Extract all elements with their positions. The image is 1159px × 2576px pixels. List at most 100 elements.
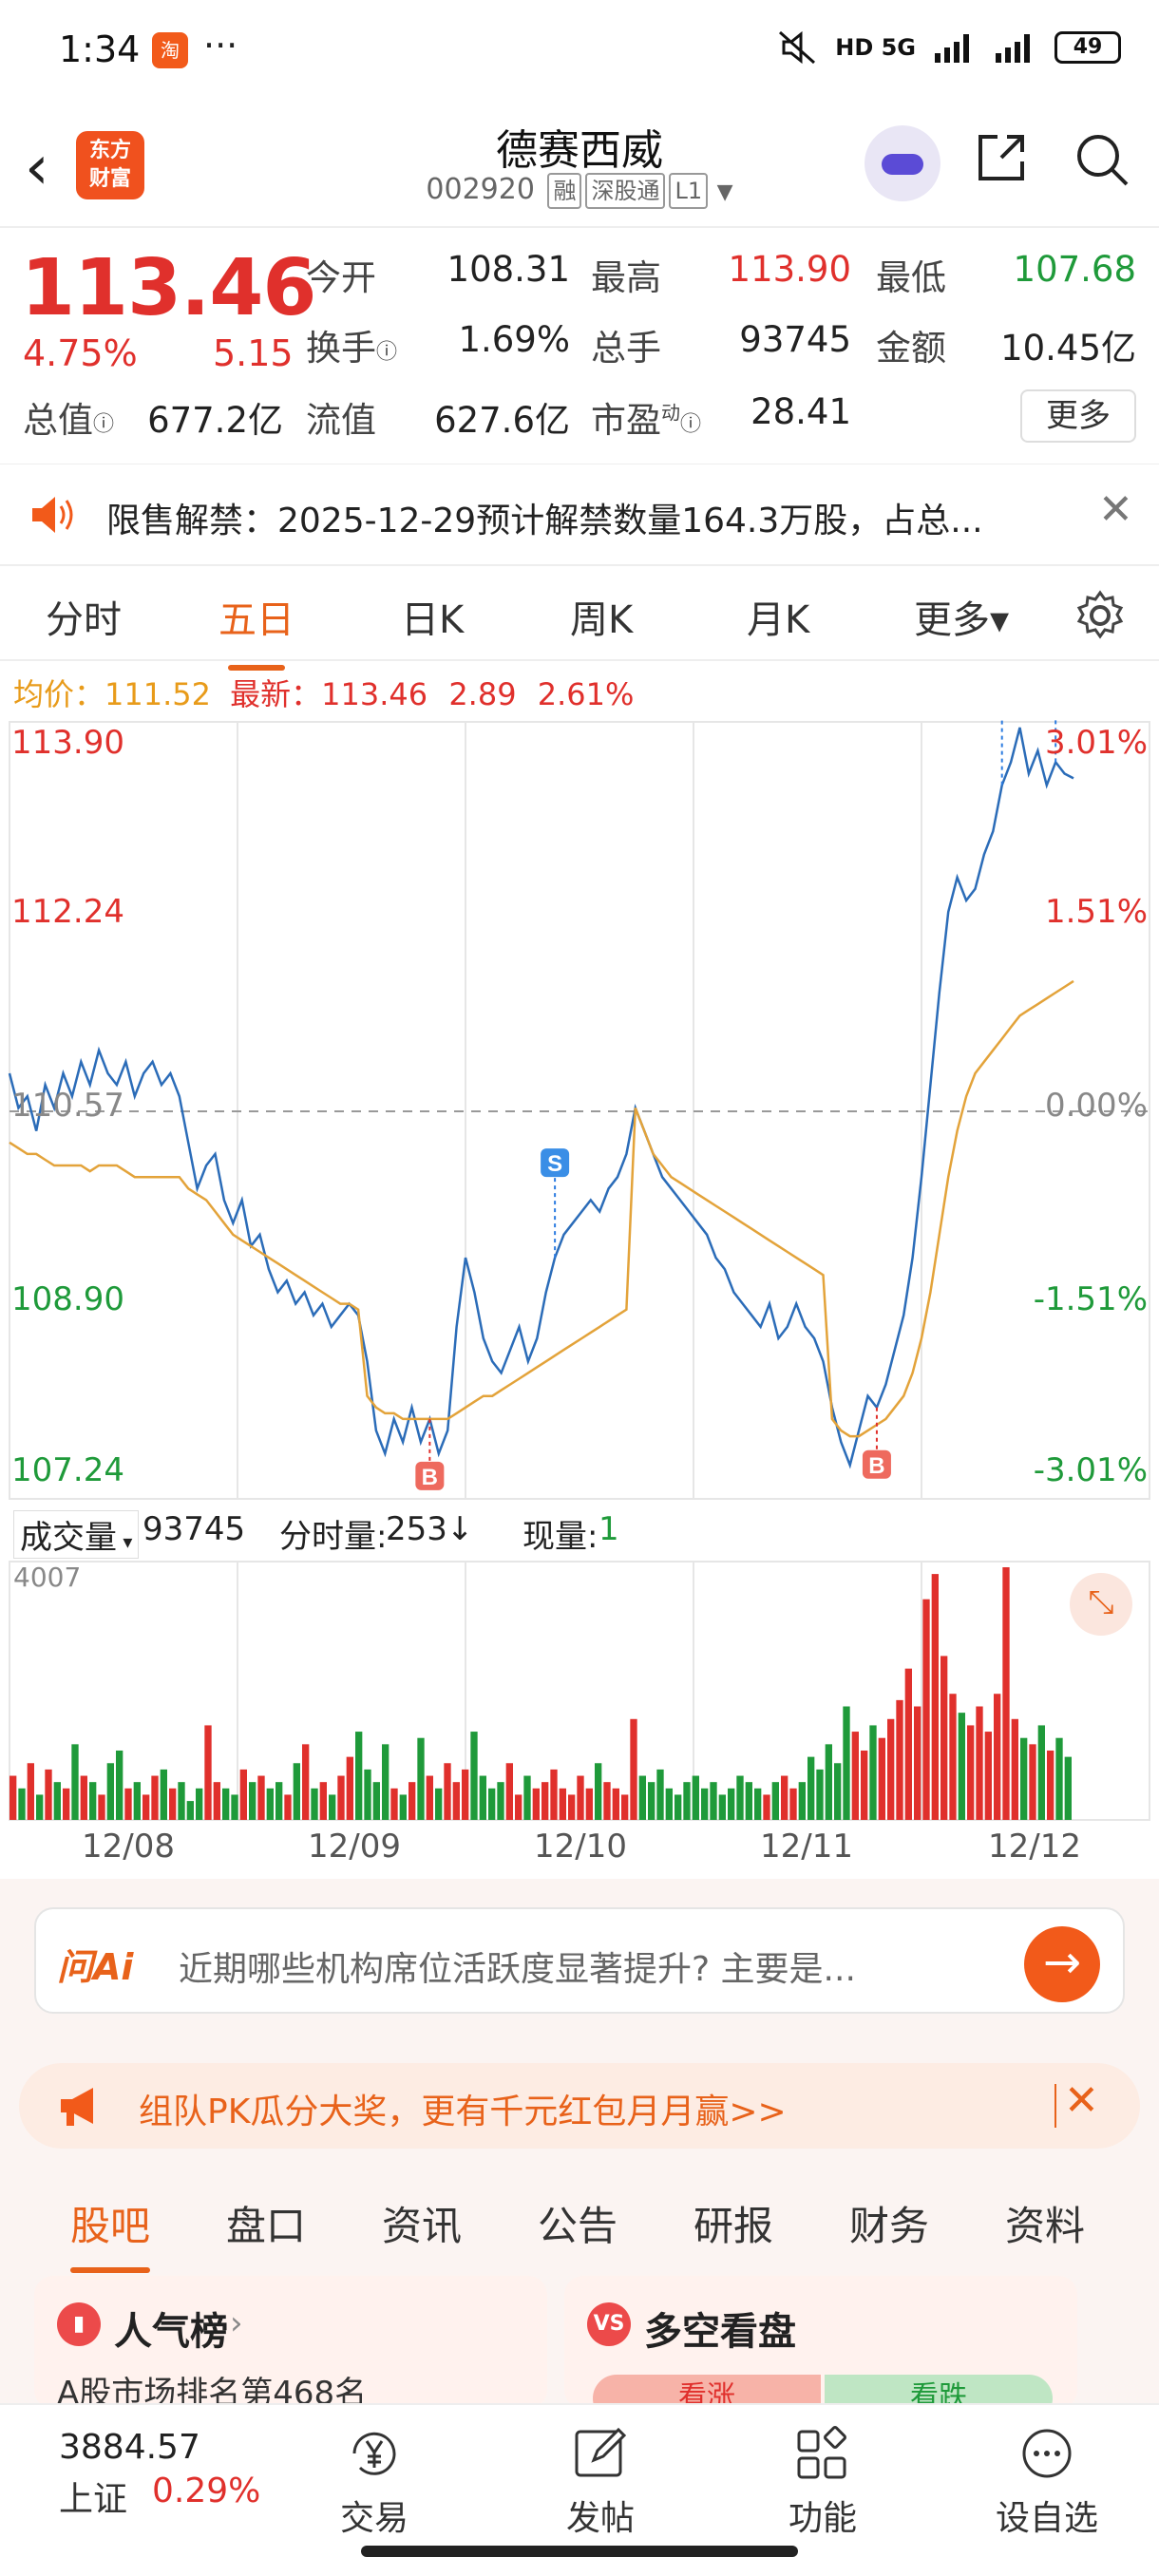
value-float-cap: 627.6亿: [434, 400, 570, 441]
volume-bar: [106, 1763, 114, 1820]
avg-price-line: [9, 979, 1074, 1438]
tab-research[interactable]: 研报: [694, 2203, 774, 2249]
info-icon[interactable]: ⓘ: [376, 340, 398, 365]
volume-bar: [382, 1744, 390, 1820]
home-indicator[interactable]: [361, 2546, 798, 2557]
index-name: 上证: [59, 2480, 128, 2519]
close-icon[interactable]: ✕: [1098, 485, 1133, 534]
tab-finance[interactable]: 财务: [849, 2203, 930, 2249]
volume-bar: [178, 1782, 185, 1820]
promo-banner[interactable]: 组队PK瓜分大奖，更有千元红包月月赢>> ✕: [19, 2063, 1140, 2149]
volume-bar: [239, 1769, 247, 1820]
marker-label: B: [868, 1453, 884, 1479]
volume-bar: [293, 1763, 300, 1820]
volume-bar: [80, 1775, 87, 1820]
volume-bar: [63, 1788, 70, 1820]
five-day-price-chart[interactable]: SSSBB 113.90 112.24 110.57 108.90 107.24…: [0, 653, 1159, 1501]
buy-marker: [415, 1461, 445, 1490]
volume-bar: [763, 1794, 770, 1820]
tab-more[interactable]: 更多▾: [914, 598, 1010, 642]
volume-bar: [89, 1782, 97, 1820]
volume-bar: [204, 1725, 212, 1820]
nav-trade[interactable]: 交易: [308, 2424, 441, 2540]
nav-functions[interactable]: 功能: [756, 2424, 889, 2540]
expand-icon[interactable]: ⤡: [1070, 1573, 1132, 1636]
more-quote-button[interactable]: 更多: [1020, 389, 1136, 443]
volume-bar: [479, 1775, 486, 1820]
tab-monthly-k[interactable]: 月K: [747, 598, 810, 642]
volume-bar: [976, 1706, 983, 1820]
close-icon[interactable]: ✕: [1064, 2076, 1099, 2125]
volume-bar: [1047, 1750, 1054, 1820]
settings-gear-icon[interactable]: [1074, 589, 1127, 642]
share-icon[interactable]: [973, 129, 1030, 186]
eastmoney-logo: 东方 财富: [76, 131, 144, 199]
volume-chart[interactable]: 4007 ⤡: [0, 1558, 1159, 1824]
volume-bar: [186, 1801, 194, 1820]
status-right-icons: HD 5G 49: [776, 28, 1121, 66]
megaphone-icon: [61, 2088, 93, 2126]
bull-bear-card[interactable]: VS 多空看盘 看涨 看跌: [564, 2276, 1077, 2409]
volume-bar: [10, 1775, 17, 1820]
quote-panel: 113.46 4.75% 5.15 今开 108.31 最高 113.90 最低…: [0, 228, 1159, 461]
volume-bar: [869, 1725, 877, 1820]
back-icon[interactable]: ‹: [25, 133, 49, 203]
volume-bar: [816, 1769, 824, 1820]
ai-brand-logo: 问Ai: [57, 1946, 134, 1988]
tab-five-day[interactable]: 五日: [218, 589, 294, 671]
pct-tick-high: 3.01%: [1044, 724, 1148, 762]
stock-code-row[interactable]: 002920 融深股通 L1 ▼: [0, 173, 1159, 209]
volume-bar: [346, 1756, 353, 1820]
volume-bar: [222, 1788, 230, 1820]
price-tick-base: 110.57: [11, 1087, 124, 1125]
stock-header: ‹ 东方 财富 德赛西威 002920 融深股通 L1 ▼: [0, 104, 1159, 228]
tab-news[interactable]: 资讯: [382, 2203, 463, 2249]
volume-bar: [648, 1782, 656, 1820]
volume-bar: [630, 1718, 637, 1820]
volume-indicator-select[interactable]: 成交量 ▾: [13, 1510, 140, 1559]
volume-header: 成交量 ▾ 93745 分时量: 253 ↓ 现量: 1: [0, 1501, 1159, 1559]
volume-bar: [728, 1788, 735, 1820]
volume-bar: [1037, 1725, 1045, 1820]
tab-guba[interactable]: 股吧: [70, 2194, 151, 2273]
ai-assistant-icon[interactable]: [864, 125, 940, 201]
tab-announcements[interactable]: 公告: [538, 2203, 618, 2249]
volume-bar: [98, 1794, 105, 1820]
info-icon[interactable]: ⓘ: [93, 412, 115, 437]
index-ticker[interactable]: [0, 2405, 285, 2529]
volume-bar: [160, 1769, 167, 1820]
volume-bar: [577, 1775, 584, 1820]
arrow-right-icon[interactable]: →: [1024, 1926, 1100, 2002]
value-amount: 10.45亿: [1000, 328, 1136, 369]
volume-bar: [1055, 1737, 1063, 1820]
tab-profile[interactable]: 资料: [1005, 2203, 1086, 2249]
unlock-notice-bar[interactable]: 限售解禁：2025-12-29预计解禁数量164.3万股，占总... ✕: [0, 464, 1159, 566]
volume-bar: [196, 1788, 203, 1820]
date-label-3: 12/10: [534, 1828, 627, 1866]
value-turnover: 1.69%: [458, 319, 570, 360]
volume-bar: [754, 1788, 762, 1820]
tab-pankou[interactable]: 盘口: [226, 2203, 307, 2249]
nav-add-watchlist[interactable]: 设自选: [980, 2424, 1113, 2540]
search-icon[interactable]: [1072, 129, 1132, 190]
chart-icon: ▮: [57, 2302, 101, 2346]
volume-bar: [276, 1782, 283, 1820]
status-bar: 1:34 淘 ··· HD 5G 49: [0, 0, 1159, 104]
volume-bar: [949, 1694, 957, 1820]
tab-weekly-k[interactable]: 周K: [570, 598, 634, 642]
volume-bar: [745, 1782, 752, 1820]
tab-daily-k[interactable]: 日K: [401, 598, 465, 642]
volume-bar: [337, 1775, 345, 1820]
volume-bar: [302, 1744, 310, 1820]
info-icon[interactable]: ⓘ: [680, 412, 702, 437]
value-low: 107.68: [1013, 249, 1136, 290]
popularity-card[interactable]: ▮ 人气榜 › A股市场排名第468名: [34, 2276, 547, 2409]
chart-tabs: 分时 五日 日K 周K 月K 更多▾: [0, 570, 1159, 671]
ai-question-box[interactable]: 问Ai 近期哪些机构席位活跃度显著提升? 主要是... →: [34, 1907, 1125, 2014]
tab-intraday[interactable]: 分时: [46, 598, 122, 642]
nav-post[interactable]: 发帖: [534, 2424, 667, 2540]
volume-max-tick: 4007: [13, 1562, 82, 1593]
volume-bar: [994, 1694, 1001, 1820]
status-time: 1:34: [59, 28, 141, 70]
tag-margin: 融: [547, 173, 582, 209]
